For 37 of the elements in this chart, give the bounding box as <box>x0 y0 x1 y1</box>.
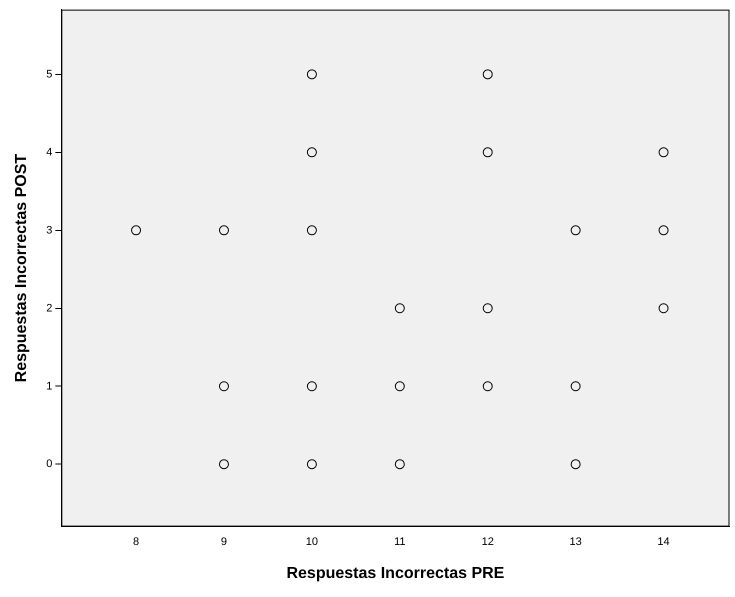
point <box>306 147 317 158</box>
x-tick-label: 8 <box>132 536 140 548</box>
x-tick-label: 9 <box>220 536 228 548</box>
x-tick-label: 10 <box>306 536 318 548</box>
y-tick-label: 1 <box>46 380 52 392</box>
point <box>482 69 493 80</box>
x-tick-label: 13 <box>570 536 582 548</box>
x-tick-label: 11 <box>394 536 406 548</box>
x-tick-label: 12 <box>482 536 494 548</box>
point <box>306 225 317 236</box>
point <box>482 147 493 158</box>
point <box>482 381 493 392</box>
point <box>306 459 317 470</box>
x-tick-label: 14 <box>657 536 670 548</box>
y-tick-label: 5 <box>46 68 52 80</box>
point <box>658 225 669 236</box>
point <box>658 303 669 314</box>
x-axis-title: Respuestas Incorrectas PRE <box>286 564 505 582</box>
y-axis-title: Respuestas Incorrectas POST <box>13 154 30 382</box>
point <box>570 459 581 470</box>
y-tick-label: 2 <box>46 302 52 314</box>
point <box>394 381 405 392</box>
point <box>394 303 405 314</box>
point <box>658 147 669 158</box>
point <box>570 225 581 236</box>
point <box>218 459 229 470</box>
point <box>394 459 405 470</box>
y-tick-label: 3 <box>46 224 52 236</box>
point <box>482 303 493 314</box>
point <box>131 225 142 236</box>
point <box>570 381 581 392</box>
point <box>306 381 317 392</box>
point <box>306 69 317 80</box>
point <box>218 381 229 392</box>
point <box>218 225 229 236</box>
y-tick-label: 4 <box>46 146 52 158</box>
y-tick-label: 0 <box>46 458 52 470</box>
